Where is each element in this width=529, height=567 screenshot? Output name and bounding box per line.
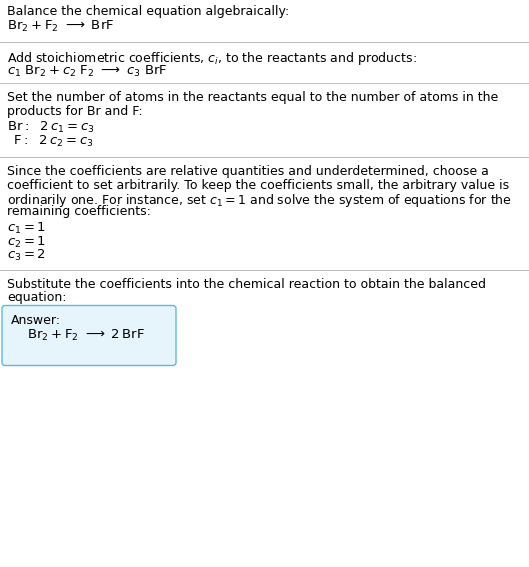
Text: equation:: equation: <box>7 291 67 304</box>
Text: Add stoichiometric coefficients, $c_i$, to the reactants and products:: Add stoichiometric coefficients, $c_i$, … <box>7 50 417 67</box>
Text: coefficient to set arbitrarily. To keep the coefficients small, the arbitrary va: coefficient to set arbitrarily. To keep … <box>7 179 509 192</box>
Text: Set the number of atoms in the reactants equal to the number of atoms in the: Set the number of atoms in the reactants… <box>7 91 498 104</box>
Text: Since the coefficients are relative quantities and underdetermined, choose a: Since the coefficients are relative quan… <box>7 165 489 178</box>
Text: Answer:: Answer: <box>11 314 61 327</box>
Text: $\mathrm{F{:}}\ \ 2\,c_2 = c_3$: $\mathrm{F{:}}\ \ 2\,c_2 = c_3$ <box>13 133 94 149</box>
Text: $\mathrm{Br_2 + F_2 \ {\longrightarrow} \ BrF}$: $\mathrm{Br_2 + F_2 \ {\longrightarrow} … <box>7 19 114 33</box>
Text: $c_1 = 1$: $c_1 = 1$ <box>7 221 46 236</box>
Text: Balance the chemical equation algebraically:: Balance the chemical equation algebraica… <box>7 5 289 18</box>
Text: $c_1\ \mathrm{Br_2} + c_2\ \mathrm{F_2}\ {\longrightarrow}\ c_3\ \mathrm{BrF}$: $c_1\ \mathrm{Br_2} + c_2\ \mathrm{F_2}\… <box>7 64 168 79</box>
Text: ordinarily one. For instance, set $c_1 = 1$ and solve the system of equations fo: ordinarily one. For instance, set $c_1 =… <box>7 192 512 209</box>
Text: $c_3 = 2$: $c_3 = 2$ <box>7 248 46 263</box>
Text: remaining coefficients:: remaining coefficients: <box>7 205 151 218</box>
Text: Substitute the coefficients into the chemical reaction to obtain the balanced: Substitute the coefficients into the che… <box>7 277 486 290</box>
Text: products for Br and F:: products for Br and F: <box>7 104 143 117</box>
Text: $\mathrm{Br{:}}\ \ 2\,c_1 = c_3$: $\mathrm{Br{:}}\ \ 2\,c_1 = c_3$ <box>7 120 95 135</box>
Text: $\mathrm{Br_2 + F_2 \ {\longrightarrow} \ 2\,BrF}$: $\mathrm{Br_2 + F_2 \ {\longrightarrow} … <box>27 328 145 342</box>
FancyBboxPatch shape <box>2 306 176 366</box>
Text: $c_2 = 1$: $c_2 = 1$ <box>7 235 46 249</box>
